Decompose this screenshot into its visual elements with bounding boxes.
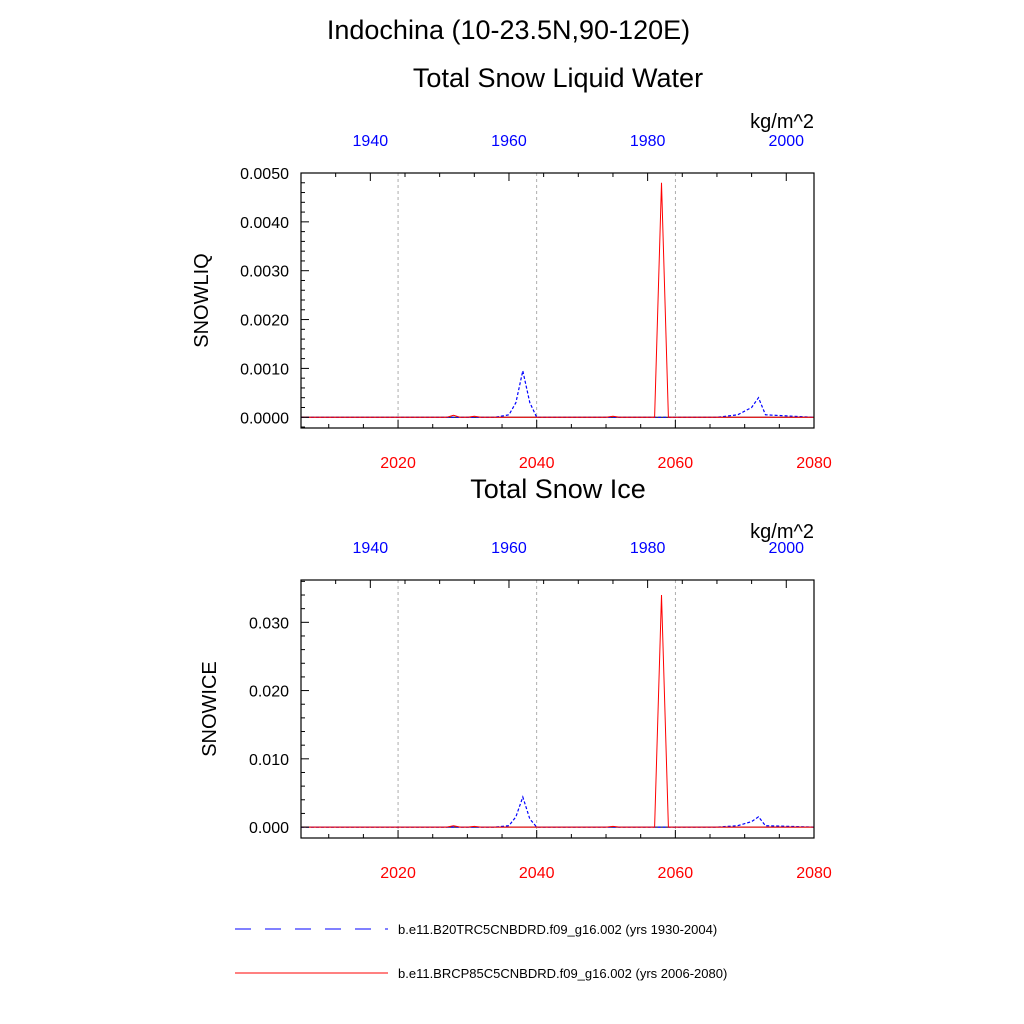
x-bottom-tick-label: 2020 [380, 455, 416, 472]
x-top-tick-label: 2000 [768, 133, 804, 150]
legend-label: b.e11.B20TRC5CNBDRD.f09_g16.002 (yrs 193… [398, 922, 717, 937]
y-tick-label: 0.0040 [240, 215, 289, 232]
x-top-tick-label: 1980 [630, 133, 666, 150]
y-tick-label: 0.0050 [240, 166, 289, 183]
legend-item-1: b.e11.B20TRC5CNBDRD.f09_g16.002 (yrs 193… [235, 922, 717, 937]
x-top-tick-label: 2000 [768, 540, 804, 557]
plot-frame [300, 172, 815, 429]
units-label: kg/m^2 [750, 521, 814, 543]
legend-item-2: b.e11.BRCP85C5CNBDRD.f09_g16.002 (yrs 20… [235, 966, 727, 981]
series-historical-line [301, 370, 815, 418]
y-tick-label: 0.030 [249, 615, 289, 632]
x-top-tick-label: 1980 [630, 540, 666, 557]
x-bottom-tick-label: 2020 [380, 865, 416, 882]
series-historical-line [301, 795, 815, 828]
x-top-tick-label: 1940 [353, 133, 389, 150]
x-bottom-tick-label: 2040 [519, 865, 555, 882]
chart-title: Total Snow Liquid Water [413, 63, 703, 93]
series-future-line [301, 594, 814, 828]
chart-panel-1: Total Snow Liquid Water kg/m^2 0.0000 0.001… [191, 63, 832, 472]
y-tick-label: 0.0000 [240, 410, 289, 427]
chart-title: Total Snow Ice [470, 474, 646, 504]
x-bottom-tick-label: 2040 [519, 455, 555, 472]
plot-frame [300, 579, 815, 839]
y-tick-label: 0.0010 [240, 361, 289, 378]
x-top-tick-label: 1940 [353, 540, 389, 557]
x-bottom-tick-label: 2060 [658, 865, 694, 882]
page-title: Indochina (10-23.5N,90-120E) [326, 15, 691, 45]
series-future-line [301, 182, 814, 418]
y-tick-label: 0.010 [249, 752, 289, 769]
x-bottom-tick-label: 2080 [796, 865, 832, 882]
y-tick-label: 0.0030 [240, 264, 289, 281]
y-axis-label: SNOWLIQ [191, 253, 213, 347]
units-label: kg/m^2 [750, 111, 814, 133]
y-axis-label: SNOWICE [199, 661, 221, 757]
legend-label: b.e11.BRCP85C5CNBDRD.f09_g16.002 (yrs 20… [398, 966, 727, 981]
x-bottom-tick-label: 2060 [658, 455, 694, 472]
y-tick-label: 0.0020 [240, 313, 289, 330]
y-tick-label: 0.000 [249, 820, 289, 837]
x-top-tick-label: 1960 [491, 540, 527, 557]
y-tick-label: 0.020 [249, 684, 289, 701]
legend: b.e11.B20TRC5CNBDRD.f09_g16.002 (yrs 193… [235, 922, 727, 981]
x-bottom-tick-label: 2080 [796, 455, 832, 472]
x-top-tick-label: 1960 [491, 133, 527, 150]
chart-panel-2: Total Snow Ice kg/m^2 0.000 0.010 0.020 0.030… [199, 474, 832, 882]
